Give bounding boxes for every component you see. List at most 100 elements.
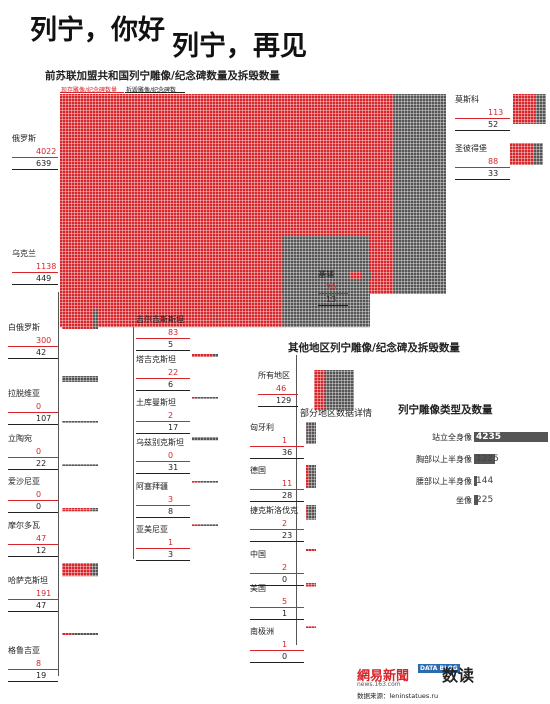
- rep-9-demolished-value: 5: [168, 340, 174, 349]
- rep-13-demolished-value: 8: [168, 507, 174, 516]
- rep-6-present-line: [8, 544, 58, 545]
- other-3-present-value: 2: [282, 563, 288, 572]
- rep-3-demolished-bar-texture: [62, 376, 98, 382]
- rep-3-present-line: [8, 412, 58, 413]
- rep-14-present-bar-texture: [192, 524, 199, 526]
- russia-name: 俄罗斯: [12, 134, 36, 143]
- type-0-bar: [474, 432, 548, 442]
- other-0-demolished-line: [250, 458, 304, 459]
- legend-demolished: 拆毁雕像/纪念碑数: [126, 87, 177, 94]
- rep-8-demolished-line: [8, 681, 58, 682]
- rep-11-present-bar-texture: [192, 397, 195, 399]
- other-2-demolished-bar-texture: [306, 505, 316, 520]
- rep-4-name: 立陶宛: [8, 434, 32, 443]
- rep-8-demolished-value: 19: [36, 671, 47, 680]
- rep-6-demolished-bar-texture: [90, 508, 98, 512]
- title-part2: 列宁，再见: [172, 31, 307, 62]
- russia-demolished-bar-texture: [393, 94, 446, 294]
- rep-6-present-value: 47: [36, 534, 47, 543]
- ukraine-demolished-bar-texture: [282, 236, 370, 328]
- other-4-name: 美国: [250, 584, 266, 593]
- other-2-present-value: 2: [282, 519, 288, 528]
- rep-7-present-bar-texture: [62, 563, 91, 577]
- other-total-name: 所有地区: [258, 371, 290, 380]
- rep-8-present-bar-texture: [62, 633, 73, 635]
- section3-title: 列宁雕像类型及数量: [398, 404, 493, 416]
- rep-4-present-line: [8, 457, 58, 458]
- rep-9-present-bar-texture: [192, 314, 217, 324]
- other-total-present-line: [258, 394, 298, 395]
- rep-10-name: 塔吉克斯坦: [136, 355, 176, 364]
- other-2-demolished-value: 23: [282, 531, 293, 540]
- rep-10-demolished-line: [136, 390, 190, 391]
- rep-5-demolished-line: [8, 512, 58, 513]
- rep-14-present-line: [136, 548, 190, 549]
- rep-12-present-value: 0: [168, 451, 174, 460]
- rep-3-demolished-value: 107: [36, 414, 52, 423]
- city-1-demolished-line: [455, 179, 510, 180]
- rep-8-present-value: 8: [36, 659, 42, 668]
- rep-8-name: 格鲁吉亚: [8, 646, 40, 655]
- city-0-present-value: 113: [488, 108, 504, 117]
- rep-11-demolished-value: 17: [168, 423, 179, 432]
- rep-2-name: 白俄罗斯: [8, 323, 40, 332]
- data-source: 数据来源：leninstatues.ru: [357, 692, 439, 700]
- rep-2-present-bar-texture: [62, 310, 94, 329]
- other-4-demolished-line: [250, 619, 304, 620]
- russia-present-line: [12, 157, 58, 158]
- rep-7-present-line: [8, 599, 58, 600]
- rep-11-present-line: [136, 421, 190, 422]
- city-1-present-bar-texture: [510, 143, 534, 165]
- ukraine-present-value: 1138: [36, 262, 57, 271]
- other-5-present-bar-texture: [306, 626, 316, 628]
- city-1-present-value: 88: [488, 157, 499, 166]
- city-2-demolished-bar-texture: [362, 271, 371, 280]
- brand-url: news.163.com: [357, 681, 401, 688]
- rep-14-name: 亚美尼亚: [136, 525, 168, 534]
- rep-3-present-value: 0: [36, 402, 42, 411]
- section2-connector: [296, 355, 297, 645]
- ukraine-name: 乌克兰: [12, 249, 36, 258]
- rep-13-demolished-line: [136, 517, 190, 518]
- other-4-present-line: [250, 607, 304, 608]
- city-0-present-line: [455, 118, 510, 119]
- type-3-name: 坐像: [456, 496, 472, 505]
- rep-6-demolished-value: 12: [36, 546, 47, 555]
- rep-12-name: 乌兹别克斯坦: [136, 438, 184, 447]
- other-1-present-value: 11: [282, 479, 293, 488]
- rep-7-present-value: 191: [36, 589, 52, 598]
- title-part1: 列宁，你好: [30, 15, 165, 46]
- rep-12-present-line: [136, 461, 190, 462]
- soviet-connector-left: [58, 292, 59, 676]
- russia-demolished-line: [12, 169, 58, 170]
- rep-10-present-value: 22: [168, 368, 179, 377]
- city-0-name: 莫斯科: [455, 95, 479, 104]
- legend-present-line: [60, 92, 124, 93]
- rep-13-name: 阿塞拜疆: [136, 482, 168, 491]
- rep-10-demolished-value: 6: [168, 380, 174, 389]
- other-total-present-bar-texture: [314, 370, 325, 410]
- rep-7-demolished-value: 47: [36, 601, 47, 610]
- city-2-name: 基辅: [318, 270, 334, 279]
- type-0-value: 4235: [476, 432, 502, 442]
- section2-detail-title: 部分地区数据详情: [300, 409, 373, 419]
- rep-14-demolished-line: [136, 560, 190, 561]
- other-1-present-bar-texture: [306, 465, 309, 488]
- city-1-demolished-value: 33: [488, 169, 499, 178]
- other-total-demolished-line: [258, 406, 298, 407]
- rep-9-demolished-bar-texture: [216, 314, 218, 324]
- rep-5-demolished-bar-texture: [62, 464, 98, 466]
- rep-12-demolished-bar-texture: [192, 437, 218, 441]
- other-1-demolished-bar-texture: [308, 465, 316, 488]
- rep-11-name: 土库曼斯坦: [136, 398, 176, 407]
- rep-14-demolished-value: 3: [168, 550, 174, 559]
- rep-11-demolished-line: [136, 433, 190, 434]
- rep-6-name: 摩尔多瓦: [8, 521, 40, 530]
- datablog-logo: DATA BLOG: [418, 664, 460, 673]
- other-3-present-bar-texture: [306, 549, 316, 551]
- other-3-demolished-line: [250, 585, 304, 586]
- rep-7-name: 哈萨克斯坦: [8, 576, 48, 585]
- rep-14-present-value: 1: [168, 538, 174, 547]
- rep-12-demolished-line: [136, 473, 190, 474]
